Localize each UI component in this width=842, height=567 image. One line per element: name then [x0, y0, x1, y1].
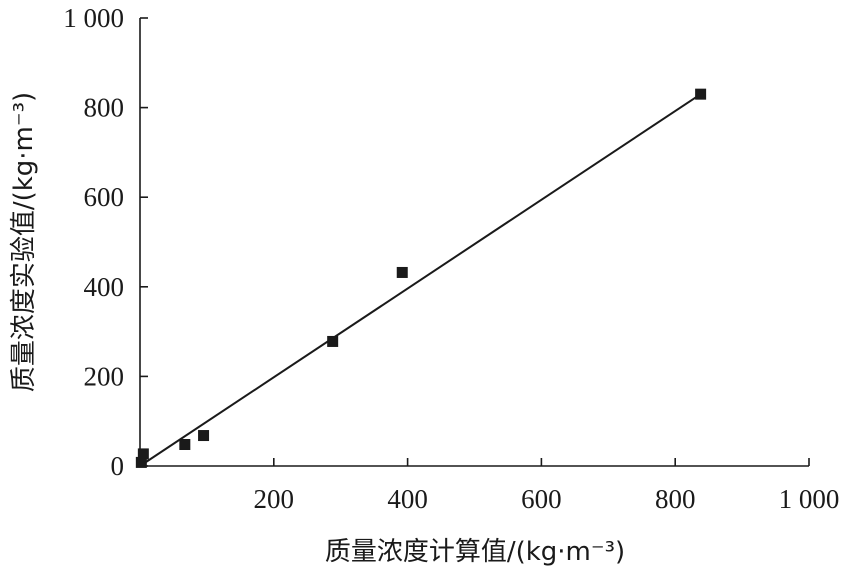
- y-ticks: 0 200 400 600 800 1 000: [63, 3, 148, 481]
- data-points: [135, 88, 707, 468]
- data-point: [327, 335, 339, 347]
- data-point: [695, 88, 707, 100]
- x-tick-label: 200: [254, 484, 295, 514]
- data-point: [396, 266, 408, 278]
- y-axis-title: 质量浓度实验值/(kg·m⁻³): [9, 92, 39, 392]
- fit-line-group: [139, 93, 702, 467]
- data-point: [135, 456, 147, 468]
- y-tick-label: 200: [84, 361, 125, 391]
- x-tick-label: 600: [521, 484, 562, 514]
- y-tick-label: 600: [84, 182, 125, 212]
- y-tick-label: 0: [111, 451, 125, 481]
- fit-line: [139, 93, 702, 467]
- data-point: [198, 430, 210, 442]
- y-tick-label: 800: [84, 93, 125, 123]
- axes: [139, 18, 809, 467]
- data-point: [179, 438, 191, 450]
- x-axis-title: 质量浓度计算值/(kg·m⁻³): [325, 537, 625, 567]
- x-tick-label: 400: [387, 484, 428, 514]
- x-tick-label: 1 000: [779, 484, 840, 514]
- y-tick-label: 400: [84, 272, 125, 302]
- x-ticks: 200 400 600 800 1 000: [254, 458, 840, 514]
- y-tick-label: 1 000: [63, 3, 124, 33]
- data-point: [137, 448, 149, 460]
- x-tick-label: 800: [655, 484, 696, 514]
